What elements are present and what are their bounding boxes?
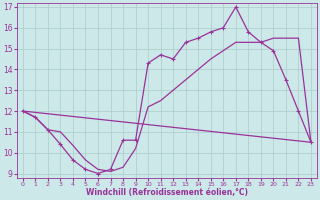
X-axis label: Windchill (Refroidissement éolien,°C): Windchill (Refroidissement éolien,°C) [86, 188, 248, 197]
